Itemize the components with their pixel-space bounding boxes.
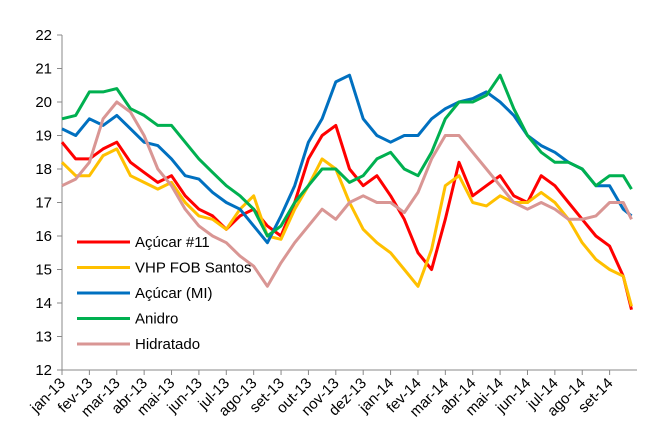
- y-tick-label: 22: [35, 27, 52, 44]
- y-tick-label: 18: [35, 161, 52, 178]
- y-tick-label: 17: [35, 195, 52, 212]
- y-tick-label: 20: [35, 94, 52, 111]
- y-tick-label: 19: [35, 128, 52, 145]
- legend-label: Açúcar (MI): [135, 285, 213, 302]
- y-tick-label: 21: [35, 61, 52, 78]
- y-tick-label: 12: [35, 362, 52, 379]
- legend-label: Açúcar #11: [135, 234, 210, 251]
- y-tick-label: 13: [35, 329, 52, 346]
- y-tick-label: 14: [35, 295, 52, 312]
- series-line: [61, 73, 633, 245]
- legend-label: VHP FOB Santos: [135, 260, 251, 277]
- series-line: [61, 100, 633, 288]
- y-tick-label: 15: [35, 262, 52, 279]
- y-tick-label: 16: [35, 228, 52, 245]
- legend-label: Anidro: [135, 311, 178, 328]
- series-line: [60, 123, 633, 311]
- series-line: [61, 73, 633, 238]
- legend-label: Hidratado: [135, 336, 200, 353]
- series-line: [60, 147, 633, 307]
